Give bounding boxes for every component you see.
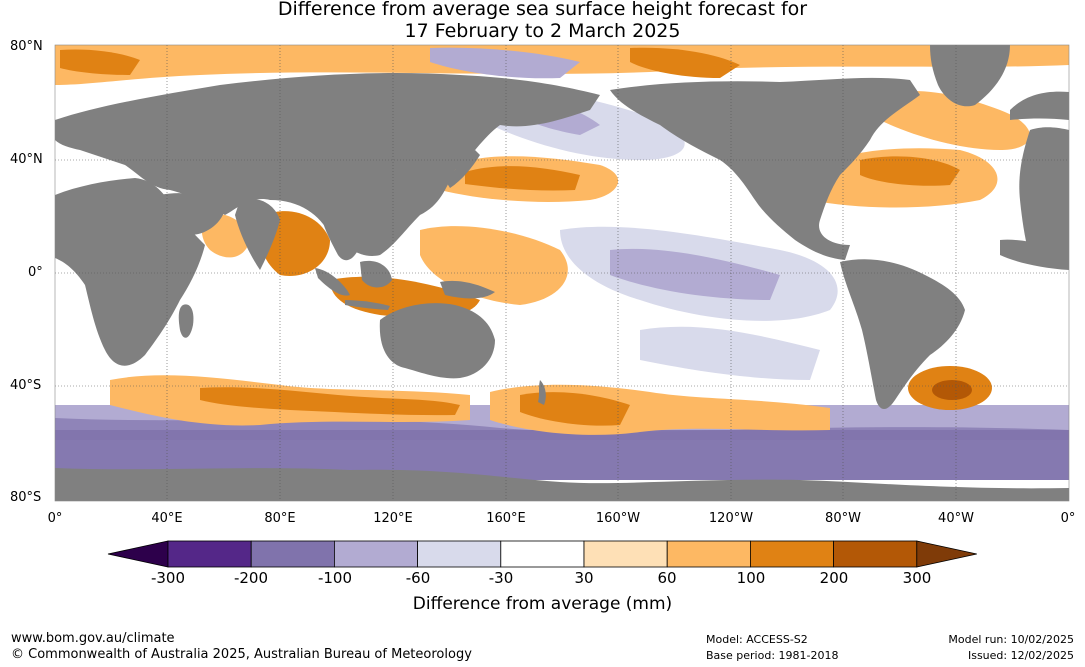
- footer-website: www.bom.gov.au/climate: [11, 631, 175, 646]
- lon-label-80e: 80°E: [264, 511, 296, 526]
- land-arabia: [160, 193, 225, 235]
- arctic-negative-anomaly: [430, 47, 580, 79]
- arctic-positive-anomaly-core-east: [630, 47, 740, 78]
- colorbar-swatches: [107, 540, 977, 568]
- land-madagascar: [178, 304, 194, 338]
- lon-label-40w: 40°W: [938, 511, 974, 526]
- southern-ocean-anomaly-band: [55, 418, 1069, 440]
- colorbar-tick: -30: [488, 569, 514, 587]
- lon-label-80w: 80°W: [825, 511, 861, 526]
- footer-issued: Issued: 12/02/2025: [967, 649, 1074, 662]
- land-europe-east: [1019, 127, 1069, 262]
- north-atlantic-positive-anomaly: [880, 90, 1030, 150]
- colorbar-swatch: [833, 540, 918, 568]
- colorbar-tick: -300: [150, 569, 186, 587]
- map-title-line-2: 17 February to 2 March 2025: [404, 20, 681, 42]
- colorbar-swatch: [500, 540, 585, 568]
- colorbar-tick: 200: [819, 569, 849, 587]
- land-masses: [55, 45, 1069, 501]
- lat-label-equator: 0°: [28, 265, 43, 280]
- footer-model-run: Model run: 10/02/2025: [948, 633, 1074, 646]
- pacific-negative-anomaly-core: [610, 248, 780, 300]
- colorbar-swatch: [250, 540, 335, 568]
- colorbar-tick: 100: [736, 569, 766, 587]
- colorbar-tick: -60: [405, 569, 431, 587]
- arctic-positive-anomaly-core: [60, 49, 140, 75]
- gulf-stream-positive-anomaly-core: [860, 156, 960, 186]
- lat-label-40n: 40°N: [10, 152, 43, 167]
- lon-label-120w: 120°W: [708, 511, 754, 526]
- colorbar-title: Difference from average (mm): [412, 594, 673, 614]
- colorbar-tick: 30: [574, 569, 594, 587]
- south-indian-positive-anomaly-core: [200, 387, 460, 416]
- land-africa: [55, 178, 205, 366]
- land-africa-west-edge: [1000, 239, 1069, 270]
- lat-label-40s: 40°S: [10, 378, 42, 393]
- land-eurasia: [55, 73, 600, 256]
- land-new-guinea: [440, 280, 495, 299]
- colorbar-swatch: [583, 540, 668, 568]
- sea-surface-height-map: [54, 44, 1070, 502]
- lon-label-0-left: 0°: [47, 511, 63, 526]
- colorbar: [107, 540, 977, 568]
- lon-label-40e: 40°E: [151, 511, 183, 526]
- lon-label-160e: 160°E: [486, 511, 526, 526]
- colorbar-swatch: [167, 540, 252, 568]
- colorbar-tick: 300: [902, 569, 932, 587]
- land-australia: [379, 303, 495, 379]
- lon-label-120e: 120°E: [373, 511, 413, 526]
- colorbar-tick: -100: [317, 569, 353, 587]
- land-sumatra: [315, 268, 350, 296]
- colorbar-tick: -200: [233, 569, 269, 587]
- colorbar-swatch: [333, 540, 418, 568]
- land-south-america: [840, 259, 965, 409]
- south-atlantic-positive-anomaly-core: [932, 380, 972, 400]
- land-scandinavia: [1010, 91, 1069, 120]
- kuroshio-positive-anomaly-core: [465, 166, 580, 191]
- colorbar-swatch: [666, 540, 751, 568]
- lon-label-160w: 160°W: [595, 511, 641, 526]
- land-southeast-asia: [320, 210, 360, 261]
- south-pacific-positive-anomaly-core: [520, 392, 630, 426]
- colorbar-swatch: [750, 540, 835, 568]
- footer-copyright: © Commonwealth of Australia 2025, Austra…: [11, 647, 472, 662]
- lat-label-80n: 80°N: [10, 39, 43, 54]
- footer-base-period: Base period: 1981-2018: [706, 649, 839, 662]
- colorbar-swatch: [417, 540, 502, 568]
- map-frame: [54, 44, 1070, 502]
- lat-label-80s: 80°S: [10, 490, 42, 505]
- map-graticule: [55, 45, 1069, 501]
- land-japan: [445, 150, 480, 188]
- lon-label-0-right: 0°: [1060, 511, 1076, 526]
- land-north-america: [610, 77, 920, 260]
- colorbar-extend-high: [916, 540, 977, 568]
- footer-model: Model: ACCESS-S2: [706, 633, 808, 646]
- land-india: [235, 198, 280, 270]
- south-pacific-negative-anomaly: [640, 326, 820, 380]
- map-title-line-1: Difference from average sea surface heig…: [277, 0, 808, 20]
- land-borneo: [360, 260, 392, 288]
- land-antarctica: [55, 468, 1069, 501]
- colorbar-tick: 60: [657, 569, 677, 587]
- land-java: [345, 300, 390, 310]
- colorbar-extend-low: [107, 540, 169, 568]
- land-new-zealand: [538, 380, 546, 405]
- land-greenland: [930, 45, 1010, 107]
